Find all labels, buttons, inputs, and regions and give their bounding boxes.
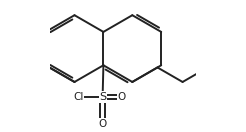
- Text: S: S: [99, 92, 106, 102]
- Text: Cl: Cl: [74, 92, 84, 102]
- Text: O: O: [99, 119, 107, 129]
- Text: O: O: [117, 92, 126, 102]
